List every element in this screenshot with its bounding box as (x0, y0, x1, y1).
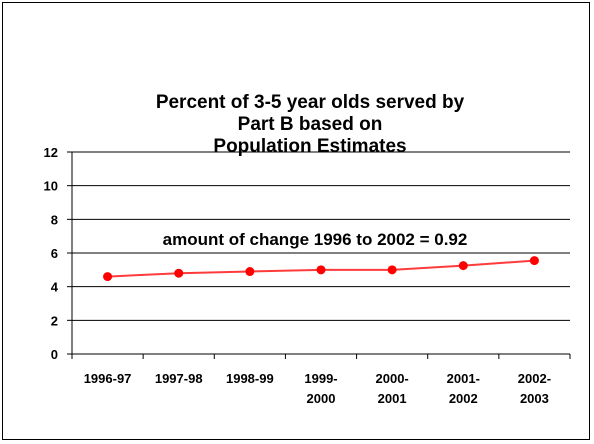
y-tick-label: 8 (51, 212, 58, 227)
x-tick-label: 2000 (307, 391, 336, 406)
chart-title: Percent of 3-5 year olds served by Part … (156, 92, 465, 157)
series (103, 256, 539, 282)
y-tick-label: 12 (44, 145, 58, 160)
chart-title-line-3: Population Estimates (213, 136, 406, 157)
data-point (529, 256, 539, 266)
gridlines (72, 151, 570, 321)
x-tick-label: 2001 (378, 391, 407, 406)
x-tick-label: 2002- (518, 371, 551, 386)
chart-title-line-1: Percent of 3-5 year olds served by (156, 92, 465, 113)
y-tick-label: 0 (51, 347, 58, 362)
y-tick-label: 2 (51, 313, 58, 328)
x-tick-label: 2000- (376, 371, 409, 386)
data-point (174, 268, 184, 278)
x-tick-label: 1998-99 (226, 371, 274, 386)
x-tick-label: 2003 (520, 391, 549, 406)
x-tick-label: 2001- (447, 371, 480, 386)
data-point (458, 261, 468, 271)
axes: 0 2 4 6 8 10 12 1996-97 1997-98 1998-99 1999- 2000 2… (44, 145, 571, 406)
chart-frame (2, 2, 590, 440)
x-tick-label: 1996-97 (84, 371, 132, 386)
x-tick-label: 1999- (304, 371, 337, 386)
data-point (103, 272, 113, 282)
data-point (245, 267, 255, 277)
data-point (316, 265, 326, 275)
x-tick-label: 1997-98 (155, 371, 203, 386)
y-tick-label: 4 (51, 280, 59, 295)
change-annotation: amount of change 1996 to 2002 = 0.92 (163, 230, 468, 249)
chart-title-line-2: Part B based on (238, 114, 383, 135)
x-tick-label: 2002 (449, 391, 478, 406)
data-point (387, 265, 397, 275)
y-tick-label: 6 (51, 246, 58, 261)
y-tick-label: 10 (44, 179, 58, 194)
